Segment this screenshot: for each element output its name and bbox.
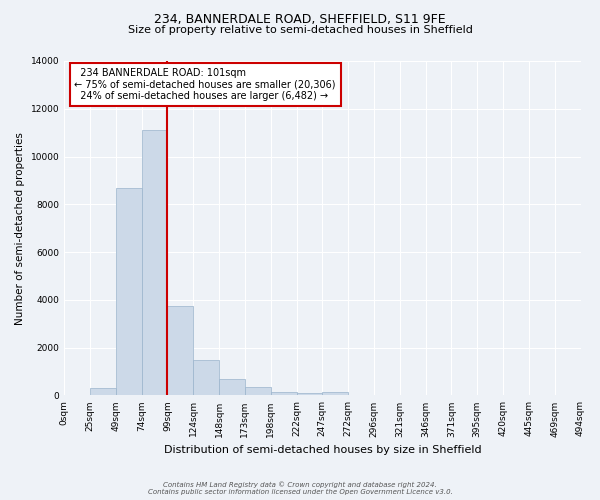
Y-axis label: Number of semi-detached properties: Number of semi-detached properties [15,132,25,324]
Bar [116,188,142,396]
Text: Size of property relative to semi-detached houses in Sheffield: Size of property relative to semi-detach… [128,25,472,35]
Bar [90,388,116,396]
Text: Contains HM Land Registry data © Crown copyright and database right 2024.
Contai: Contains HM Land Registry data © Crown c… [148,481,452,495]
Bar [245,387,271,396]
Bar [296,393,322,396]
Bar [322,392,348,396]
X-axis label: Distribution of semi-detached houses by size in Sheffield: Distribution of semi-detached houses by … [164,445,481,455]
Bar [142,130,167,396]
Bar [271,392,296,396]
Text: 234 BANNERDALE ROAD: 101sqm
← 75% of semi-detached houses are smaller (20,306)
 : 234 BANNERDALE ROAD: 101sqm ← 75% of sem… [74,68,336,101]
Bar [167,306,193,396]
Bar [193,360,219,396]
Bar [219,378,245,396]
Text: 234, BANNERDALE ROAD, SHEFFIELD, S11 9FE: 234, BANNERDALE ROAD, SHEFFIELD, S11 9FE [154,12,446,26]
